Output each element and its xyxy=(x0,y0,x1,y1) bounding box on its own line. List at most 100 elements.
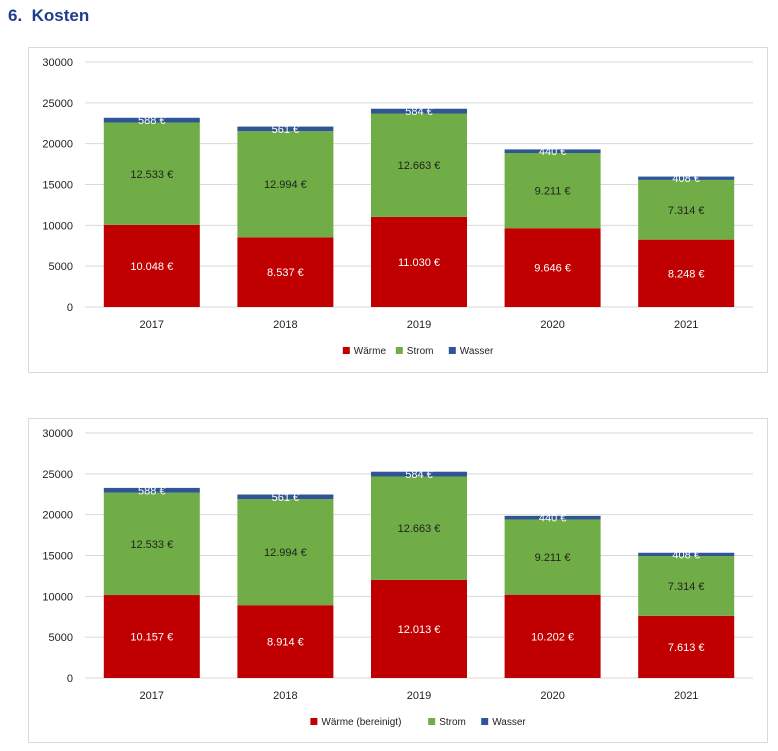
chart2-bar-2018-s0 xyxy=(237,605,334,678)
chart2-y-tick-label: 15000 xyxy=(42,551,73,563)
chart2-bar-2021-s1 xyxy=(638,556,735,616)
chart1-legend-swatch-s0 xyxy=(342,347,350,354)
chart1-y-tick-label: 15000 xyxy=(42,180,73,192)
chart2-bar-2020-s1 xyxy=(504,519,601,595)
chart1-legend-swatch-s2 xyxy=(448,347,456,354)
chart2-bar-2021-s0 xyxy=(638,615,735,678)
chart1-legend-label-s2: Wasser xyxy=(460,346,494,357)
chart1-data-label-2021-s0: 8.248 € xyxy=(668,268,705,280)
chart1-x-tick-label: 2017 xyxy=(140,319,164,331)
chart2-data-label-2019-s1: 12.663 € xyxy=(398,523,441,535)
chart1-bar-2021-s2 xyxy=(638,176,735,180)
chart1-legend-swatch-s1 xyxy=(395,347,403,354)
section-number: 6. xyxy=(8,6,23,25)
chart1-bar-2018-s2 xyxy=(237,126,334,132)
chart2-data-label-2020-s2: 440 € xyxy=(539,513,567,525)
chart1-bar-2020-s2 xyxy=(504,149,601,154)
cost-chart-2: 0 5000 10000 15000 20000 25000 30000 10.157 € 12… xyxy=(28,418,768,743)
chart1-bar-2020-s0 xyxy=(504,228,601,307)
chart1-data-label-2018-s0: 8.537 € xyxy=(267,267,304,279)
chart1-bar-2019-s0 xyxy=(371,216,467,307)
chart1-x-tick-label: 2019 xyxy=(407,319,431,331)
chart1-data-label-2018-s1: 12.994 € xyxy=(264,179,307,191)
cost-chart-2-svg: 0 5000 10000 15000 20000 25000 30000 10.157 € 12… xyxy=(42,428,753,728)
section-heading: 6. Kosten xyxy=(8,6,89,26)
chart1-data-label-2021-s2: 408 € xyxy=(672,173,700,185)
chart1-x-tick-label: 2021 xyxy=(674,319,698,331)
chart2-x-tick-label: 2018 xyxy=(273,690,297,702)
chart1-bar-2017-s0 xyxy=(103,224,200,307)
chart1-data-label-2020-s1: 9.211 € xyxy=(535,186,571,198)
chart2-legend-swatch-s1 xyxy=(428,718,436,725)
cost-chart-1: 0 5000 10000 15000 20000 25000 30000 10.048 € 12… xyxy=(28,47,768,373)
chart2-data-label-2017-s2: 588 € xyxy=(138,485,166,497)
chart2-y-tick-label: 25000 xyxy=(42,469,73,481)
chart2-y-tick-label: 0 xyxy=(67,673,73,685)
chart2-data-label-2021-s1: 7.314 € xyxy=(668,581,705,593)
cost-chart-1-svg: 0 5000 10000 15000 20000 25000 30000 10.048 € 12… xyxy=(42,57,753,357)
chart1-data-label-2019-s2: 584 € xyxy=(405,106,433,118)
chart1-bar-2018-s0 xyxy=(237,237,334,307)
chart2-bar-2020-s0 xyxy=(504,594,601,678)
chart2-data-label-2019-s2: 584 € xyxy=(405,469,433,481)
chart1-y-tick-label: 30000 xyxy=(42,57,73,69)
chart1-data-label-2019-s0: 11.030 € xyxy=(398,257,440,269)
chart2-y-tick-label: 10000 xyxy=(42,591,73,603)
chart1-data-label-2017-s0: 10.048 € xyxy=(130,261,173,273)
chart1-data-label-2017-s1: 12.533 € xyxy=(130,169,173,181)
chart1-bar-2019-s1 xyxy=(371,113,467,217)
chart1-bar-2020-s1 xyxy=(504,153,601,229)
chart1-bar-2018-s1 xyxy=(237,131,334,238)
chart1-bar-2021-s0 xyxy=(638,239,735,307)
chart1-data-label-2021-s1: 7.314 € xyxy=(668,205,705,217)
chart2-bar-2017-s2 xyxy=(103,487,200,493)
chart2-data-label-2017-s1: 12.533 € xyxy=(130,539,173,551)
chart2-data-label-2020-s0: 10.202 € xyxy=(531,631,574,643)
chart2-bar-2017-s0 xyxy=(103,595,200,678)
chart1-x-tick-label: 2018 xyxy=(273,319,297,331)
chart2-x-tick-label: 2021 xyxy=(674,690,698,702)
chart1-y-tick-label: 25000 xyxy=(42,98,73,110)
chart2-bar-2018-s1 xyxy=(237,499,334,606)
chart1-y-tick-label: 20000 xyxy=(42,139,73,151)
chart1-data-label-2020-s2: 440 € xyxy=(539,146,567,158)
chart1-y-tick-label: 5000 xyxy=(49,261,73,273)
chart2-legend-swatch-s2 xyxy=(481,718,489,725)
chart2-legend-label-s1: Strom xyxy=(439,717,466,728)
chart1-bar-2017-s2 xyxy=(103,117,200,123)
chart2-data-label-2018-s0: 8.914 € xyxy=(267,637,304,649)
chart2-x-tick-label: 2020 xyxy=(540,690,564,702)
chart1-legend-label-s0: Wärme xyxy=(354,346,387,357)
chart2-data-label-2018-s2: 561 € xyxy=(272,492,300,504)
chart2-x-tick-label: 2017 xyxy=(140,690,164,702)
chart2-legend-swatch-s0 xyxy=(310,718,318,725)
chart1-bar-2017-s1 xyxy=(103,122,200,225)
chart2-bar-2020-s2 xyxy=(504,515,601,520)
chart2-bar-2019-s2 xyxy=(371,471,467,477)
chart2-data-label-2021-s0: 7.613 € xyxy=(668,642,705,654)
chart2-bar-2017-s1 xyxy=(103,492,200,596)
chart2-data-label-2018-s1: 12.994 € xyxy=(264,547,307,559)
chart2-y-tick-label: 30000 xyxy=(42,428,73,440)
chart1-data-label-2017-s2: 588 € xyxy=(138,115,166,127)
chart1-data-label-2019-s1: 12.663 € xyxy=(398,160,441,172)
chart1-legend-label-s1: Strom xyxy=(407,346,434,357)
chart1-data-label-2018-s2: 561 € xyxy=(272,124,300,136)
chart2-bar-2019-s0 xyxy=(371,579,467,678)
chart1-x-tick-label: 2020 xyxy=(540,319,564,331)
chart2-data-label-2019-s0: 12.013 € xyxy=(398,624,441,636)
chart2-bar-2019-s1 xyxy=(371,476,467,580)
chart2-y-tick-label: 5000 xyxy=(49,632,73,644)
chart1-y-tick-label: 0 xyxy=(67,302,73,314)
chart1-bar-2021-s1 xyxy=(638,179,735,240)
chart2-bar-2021-s2 xyxy=(638,552,735,557)
section-title: Kosten xyxy=(31,6,90,25)
chart1-data-label-2020-s0: 9.646 € xyxy=(534,263,571,275)
chart2-data-label-2020-s1: 9.211 € xyxy=(535,552,571,564)
chart2-legend-label-s0: Wärme (bereinigt) xyxy=(321,717,401,728)
chart1-y-tick-label: 10000 xyxy=(42,220,73,232)
chart2-data-label-2021-s2: 408 € xyxy=(672,549,700,561)
chart2-data-label-2017-s0: 10.157 € xyxy=(130,632,173,644)
chart2-bar-2018-s2 xyxy=(237,494,334,500)
chart2-legend-label-s2: Wasser xyxy=(492,717,526,728)
